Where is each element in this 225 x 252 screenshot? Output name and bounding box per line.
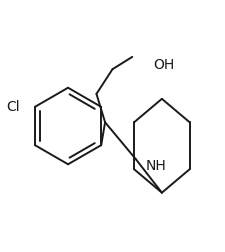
Text: NH: NH xyxy=(146,159,166,173)
Text: OH: OH xyxy=(154,58,175,72)
Text: Cl: Cl xyxy=(7,100,20,114)
